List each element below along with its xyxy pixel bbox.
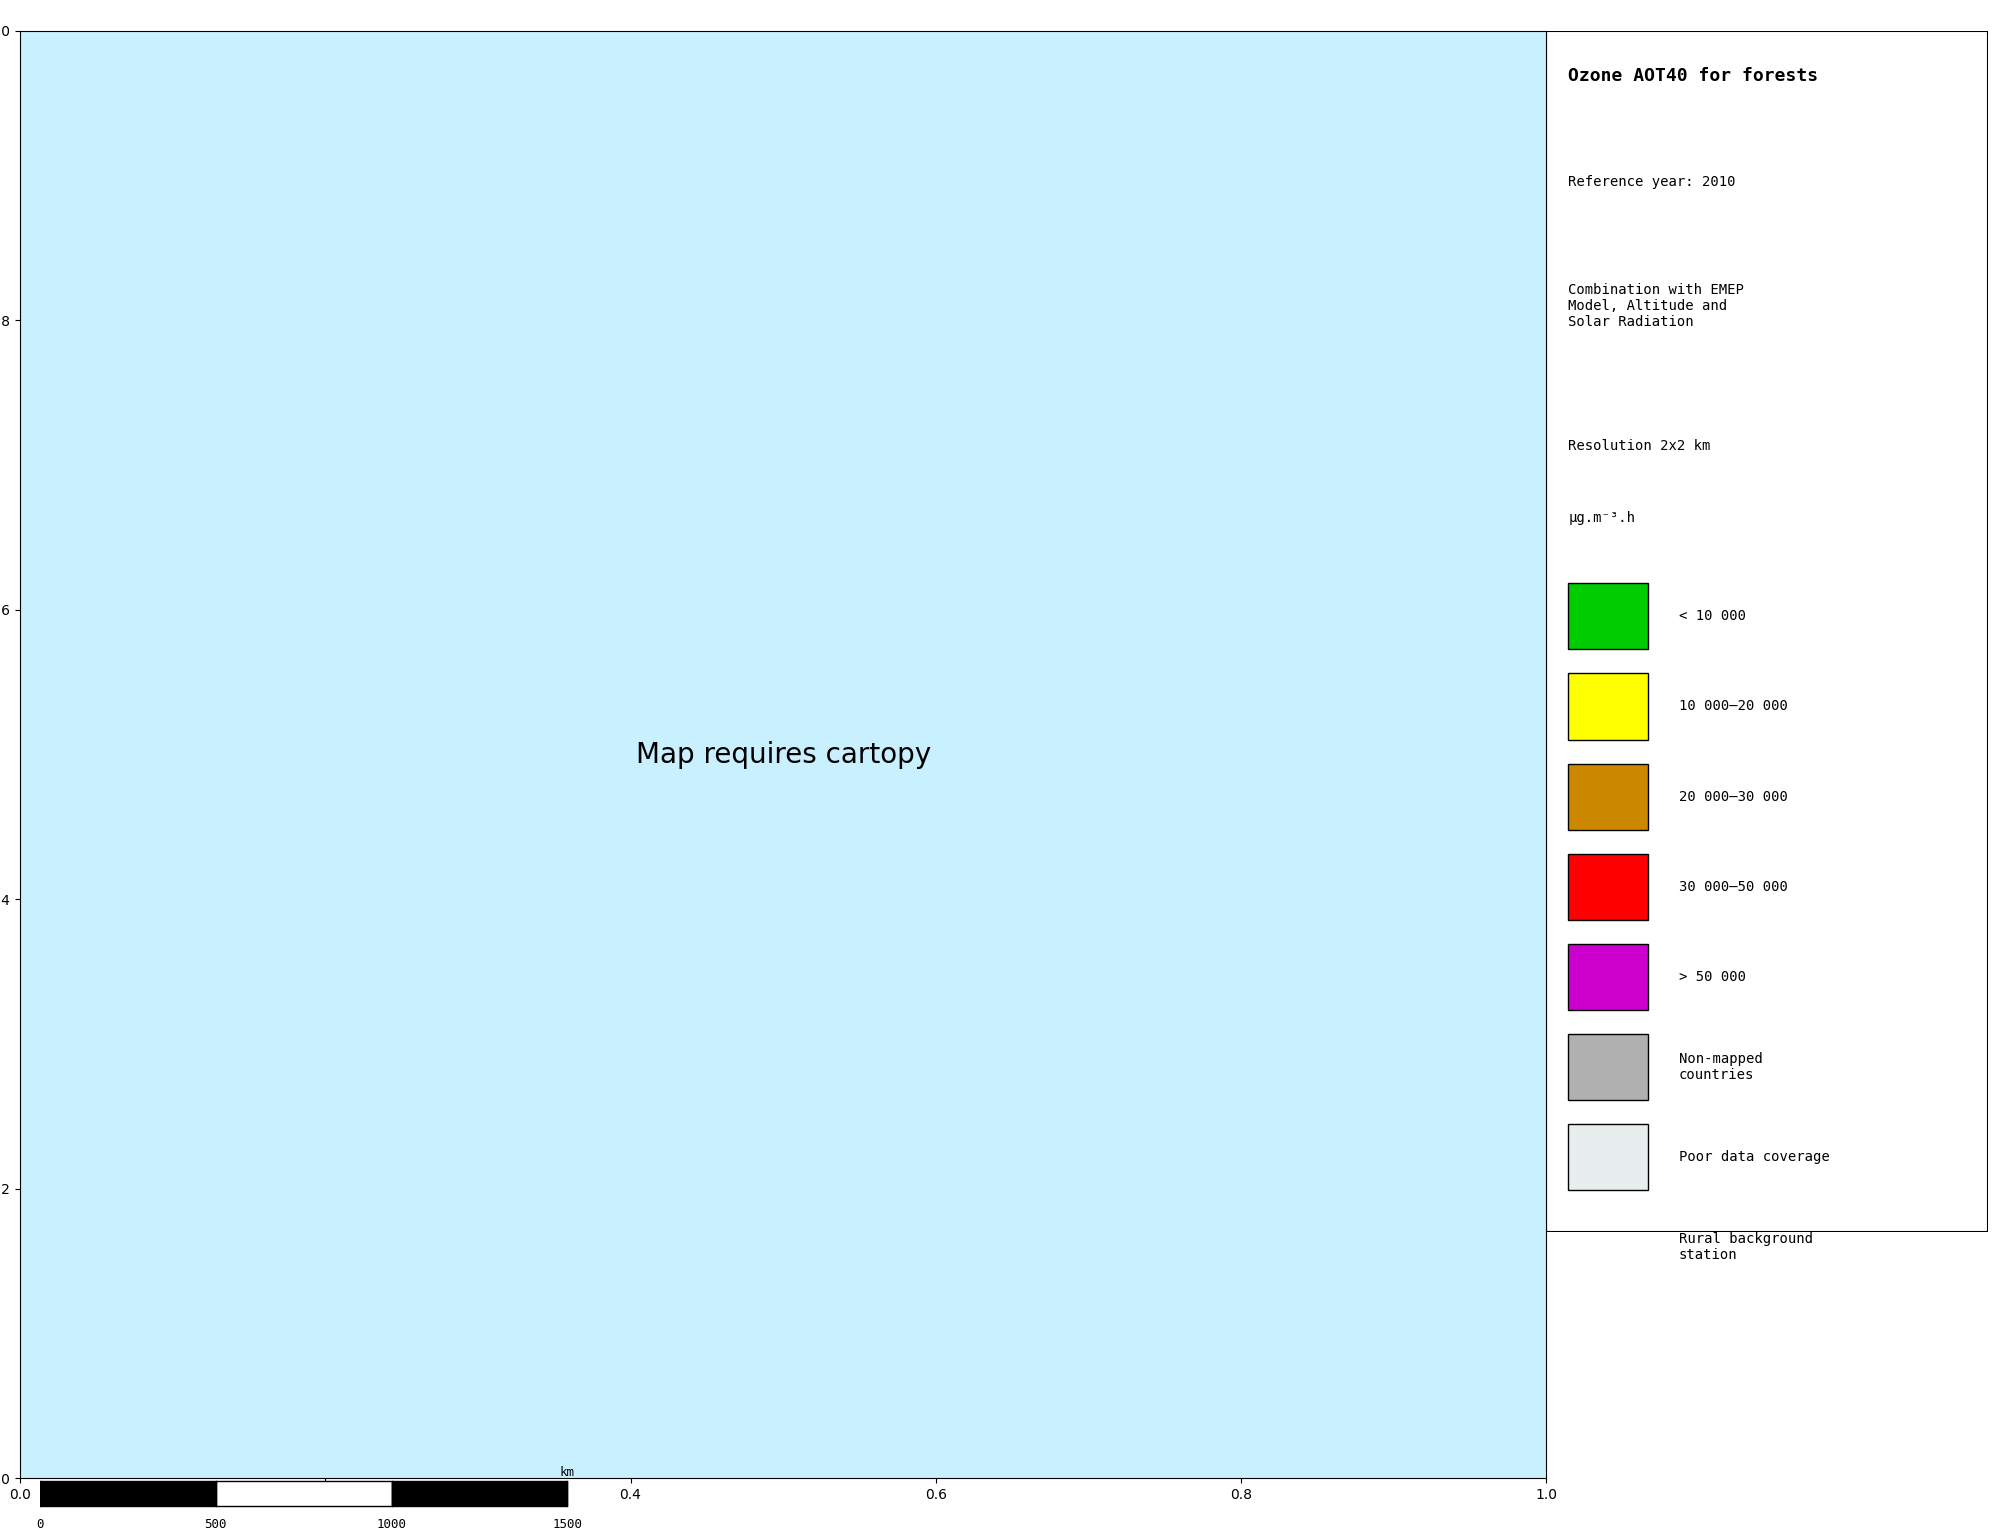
FancyBboxPatch shape: [1567, 853, 1648, 919]
Text: Rural background
station: Rural background station: [1678, 1232, 1812, 1263]
FancyBboxPatch shape: [1567, 584, 1648, 650]
Text: Resolution 2x2 km: Resolution 2x2 km: [1567, 439, 1710, 453]
Text: 0: 0: [36, 1518, 44, 1531]
Bar: [391, 1481, 568, 1506]
FancyBboxPatch shape: [1567, 1033, 1648, 1100]
Bar: [217, 1481, 391, 1506]
Text: Combination with EMEP
Model, Altitude and
Solar Radiation: Combination with EMEP Model, Altitude an…: [1567, 283, 1744, 330]
Text: km: km: [560, 1466, 574, 1478]
FancyBboxPatch shape: [1567, 764, 1648, 830]
Text: Non-mapped
countries: Non-mapped countries: [1678, 1052, 1762, 1083]
Text: Poor data coverage: Poor data coverage: [1678, 1150, 1828, 1164]
FancyBboxPatch shape: [1567, 944, 1648, 1010]
Text: Reference year: 2010: Reference year: 2010: [1567, 176, 1734, 189]
Text: 20 000–30 000: 20 000–30 000: [1678, 790, 1786, 804]
Text: 1000: 1000: [377, 1518, 405, 1531]
Text: Map requires cartopy: Map requires cartopy: [636, 741, 929, 768]
FancyBboxPatch shape: [1567, 1124, 1648, 1190]
Text: < 10 000: < 10 000: [1678, 610, 1744, 624]
Bar: [40, 1481, 217, 1506]
Text: 30 000–50 000: 30 000–50 000: [1678, 879, 1786, 893]
Text: 1500: 1500: [552, 1518, 582, 1531]
Text: > 50 000: > 50 000: [1678, 970, 1744, 984]
Text: 500: 500: [205, 1518, 227, 1531]
FancyBboxPatch shape: [1567, 673, 1648, 739]
Text: 10 000–20 000: 10 000–20 000: [1678, 699, 1786, 713]
Text: Ozone AOT40 for forests: Ozone AOT40 for forests: [1567, 66, 1818, 85]
Text: μg.m⁻³.h: μg.m⁻³.h: [1567, 511, 1634, 525]
